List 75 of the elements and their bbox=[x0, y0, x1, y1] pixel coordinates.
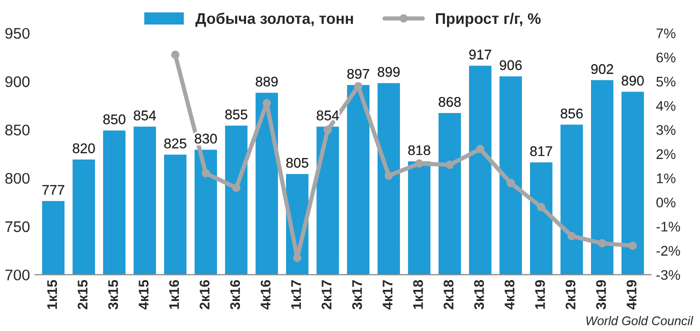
data-label: 899 bbox=[378, 67, 400, 77]
text: World Gold Council bbox=[586, 316, 694, 326]
data-label: 890 bbox=[622, 76, 644, 86]
point bbox=[506, 178, 515, 188]
data-label: 854 bbox=[316, 110, 339, 120]
data-label: 830 bbox=[194, 134, 217, 144]
data-label: 906 bbox=[500, 60, 522, 70]
data-label: 805 bbox=[286, 158, 308, 168]
y2-tick-label: 0% bbox=[656, 198, 676, 208]
point bbox=[568, 232, 576, 240]
legend-label: Прирост г/г, % bbox=[436, 12, 541, 27]
y2-tick-label: 6% bbox=[656, 52, 676, 62]
x-tick-label: 2к18 bbox=[444, 280, 454, 310]
x-tick-label: 3к19 bbox=[596, 280, 606, 310]
y-tick-label: 800 bbox=[5, 172, 30, 184]
y2-tick-label: -3% bbox=[656, 270, 680, 280]
x-tick-label: 4к18 bbox=[504, 280, 514, 310]
data-label: 902 bbox=[591, 64, 614, 74]
x-tick-label: 2к17 bbox=[322, 280, 332, 310]
point bbox=[415, 159, 424, 168]
data-label: 818 bbox=[408, 145, 430, 156]
y-tick-label: 750 bbox=[5, 221, 30, 232]
point bbox=[476, 144, 484, 154]
x-tick-label: 3к17 bbox=[352, 280, 362, 310]
x-tick-label: 3к18 bbox=[474, 280, 484, 310]
data-label: 850 bbox=[103, 114, 126, 124]
y2-tick-label: 5% bbox=[656, 76, 676, 87]
y2-tick-label: -1% bbox=[656, 222, 680, 232]
point bbox=[262, 99, 271, 108]
x-tick-label: 1к16 bbox=[169, 280, 180, 309]
y-tick-label: 700 bbox=[5, 270, 30, 280]
data-label: 825 bbox=[164, 138, 186, 148]
y-tick-label: 900 bbox=[5, 76, 30, 88]
y2-tick-label: 1% bbox=[656, 173, 676, 184]
x-tick-label: 2к16 bbox=[200, 280, 210, 310]
y2-tick-label: 4% bbox=[656, 100, 676, 111]
point bbox=[324, 126, 332, 134]
data-label: 817 bbox=[530, 146, 552, 156]
point bbox=[384, 171, 393, 180]
x-tick-label: 1к17 bbox=[291, 280, 301, 309]
data-label: 777 bbox=[42, 185, 64, 195]
x-tick-label: 3к16 bbox=[230, 280, 240, 310]
x-tick-label: 1к19 bbox=[535, 280, 545, 309]
x-tick-label: 2к19 bbox=[566, 280, 576, 310]
x-tick-label: 4к19 bbox=[626, 280, 636, 310]
x-tick-label: 1к18 bbox=[413, 280, 423, 309]
x-tick-label: 4к16 bbox=[260, 280, 270, 310]
data-label: 856 bbox=[560, 108, 583, 118]
data-label: 854 bbox=[134, 110, 156, 120]
data-label: 897 bbox=[347, 68, 370, 79]
y2-tick-label: 2% bbox=[656, 149, 676, 160]
point bbox=[446, 160, 454, 169]
point bbox=[171, 50, 180, 60]
data-label: 889 bbox=[256, 76, 278, 87]
data-label: 868 bbox=[438, 96, 461, 107]
x-tick-label: 4к17 bbox=[382, 280, 392, 310]
y2-tick-label: 7% bbox=[656, 28, 676, 38]
point bbox=[537, 202, 546, 212]
point bbox=[202, 169, 210, 178]
x-tick-label: 3к15 bbox=[108, 280, 118, 310]
point bbox=[598, 239, 606, 248]
data-label: 855 bbox=[225, 110, 248, 120]
data-label: 917 bbox=[469, 50, 492, 60]
y2-tick-label: 3% bbox=[656, 125, 676, 135]
point bbox=[293, 254, 302, 262]
y-tick-label: 850 bbox=[5, 124, 30, 136]
x-tick-label: 2к15 bbox=[78, 280, 88, 310]
point bbox=[628, 242, 637, 250]
point bbox=[232, 184, 240, 192]
y-tick-label: 950 bbox=[5, 28, 30, 39]
data-label: 820 bbox=[72, 143, 95, 154]
x-tick-label: 1к15 bbox=[47, 280, 58, 309]
x-tick-label: 4к15 bbox=[138, 280, 149, 310]
y2-tick-label: -2% bbox=[656, 246, 680, 256]
legend-label: Добыча золота, тонн bbox=[195, 12, 353, 27]
